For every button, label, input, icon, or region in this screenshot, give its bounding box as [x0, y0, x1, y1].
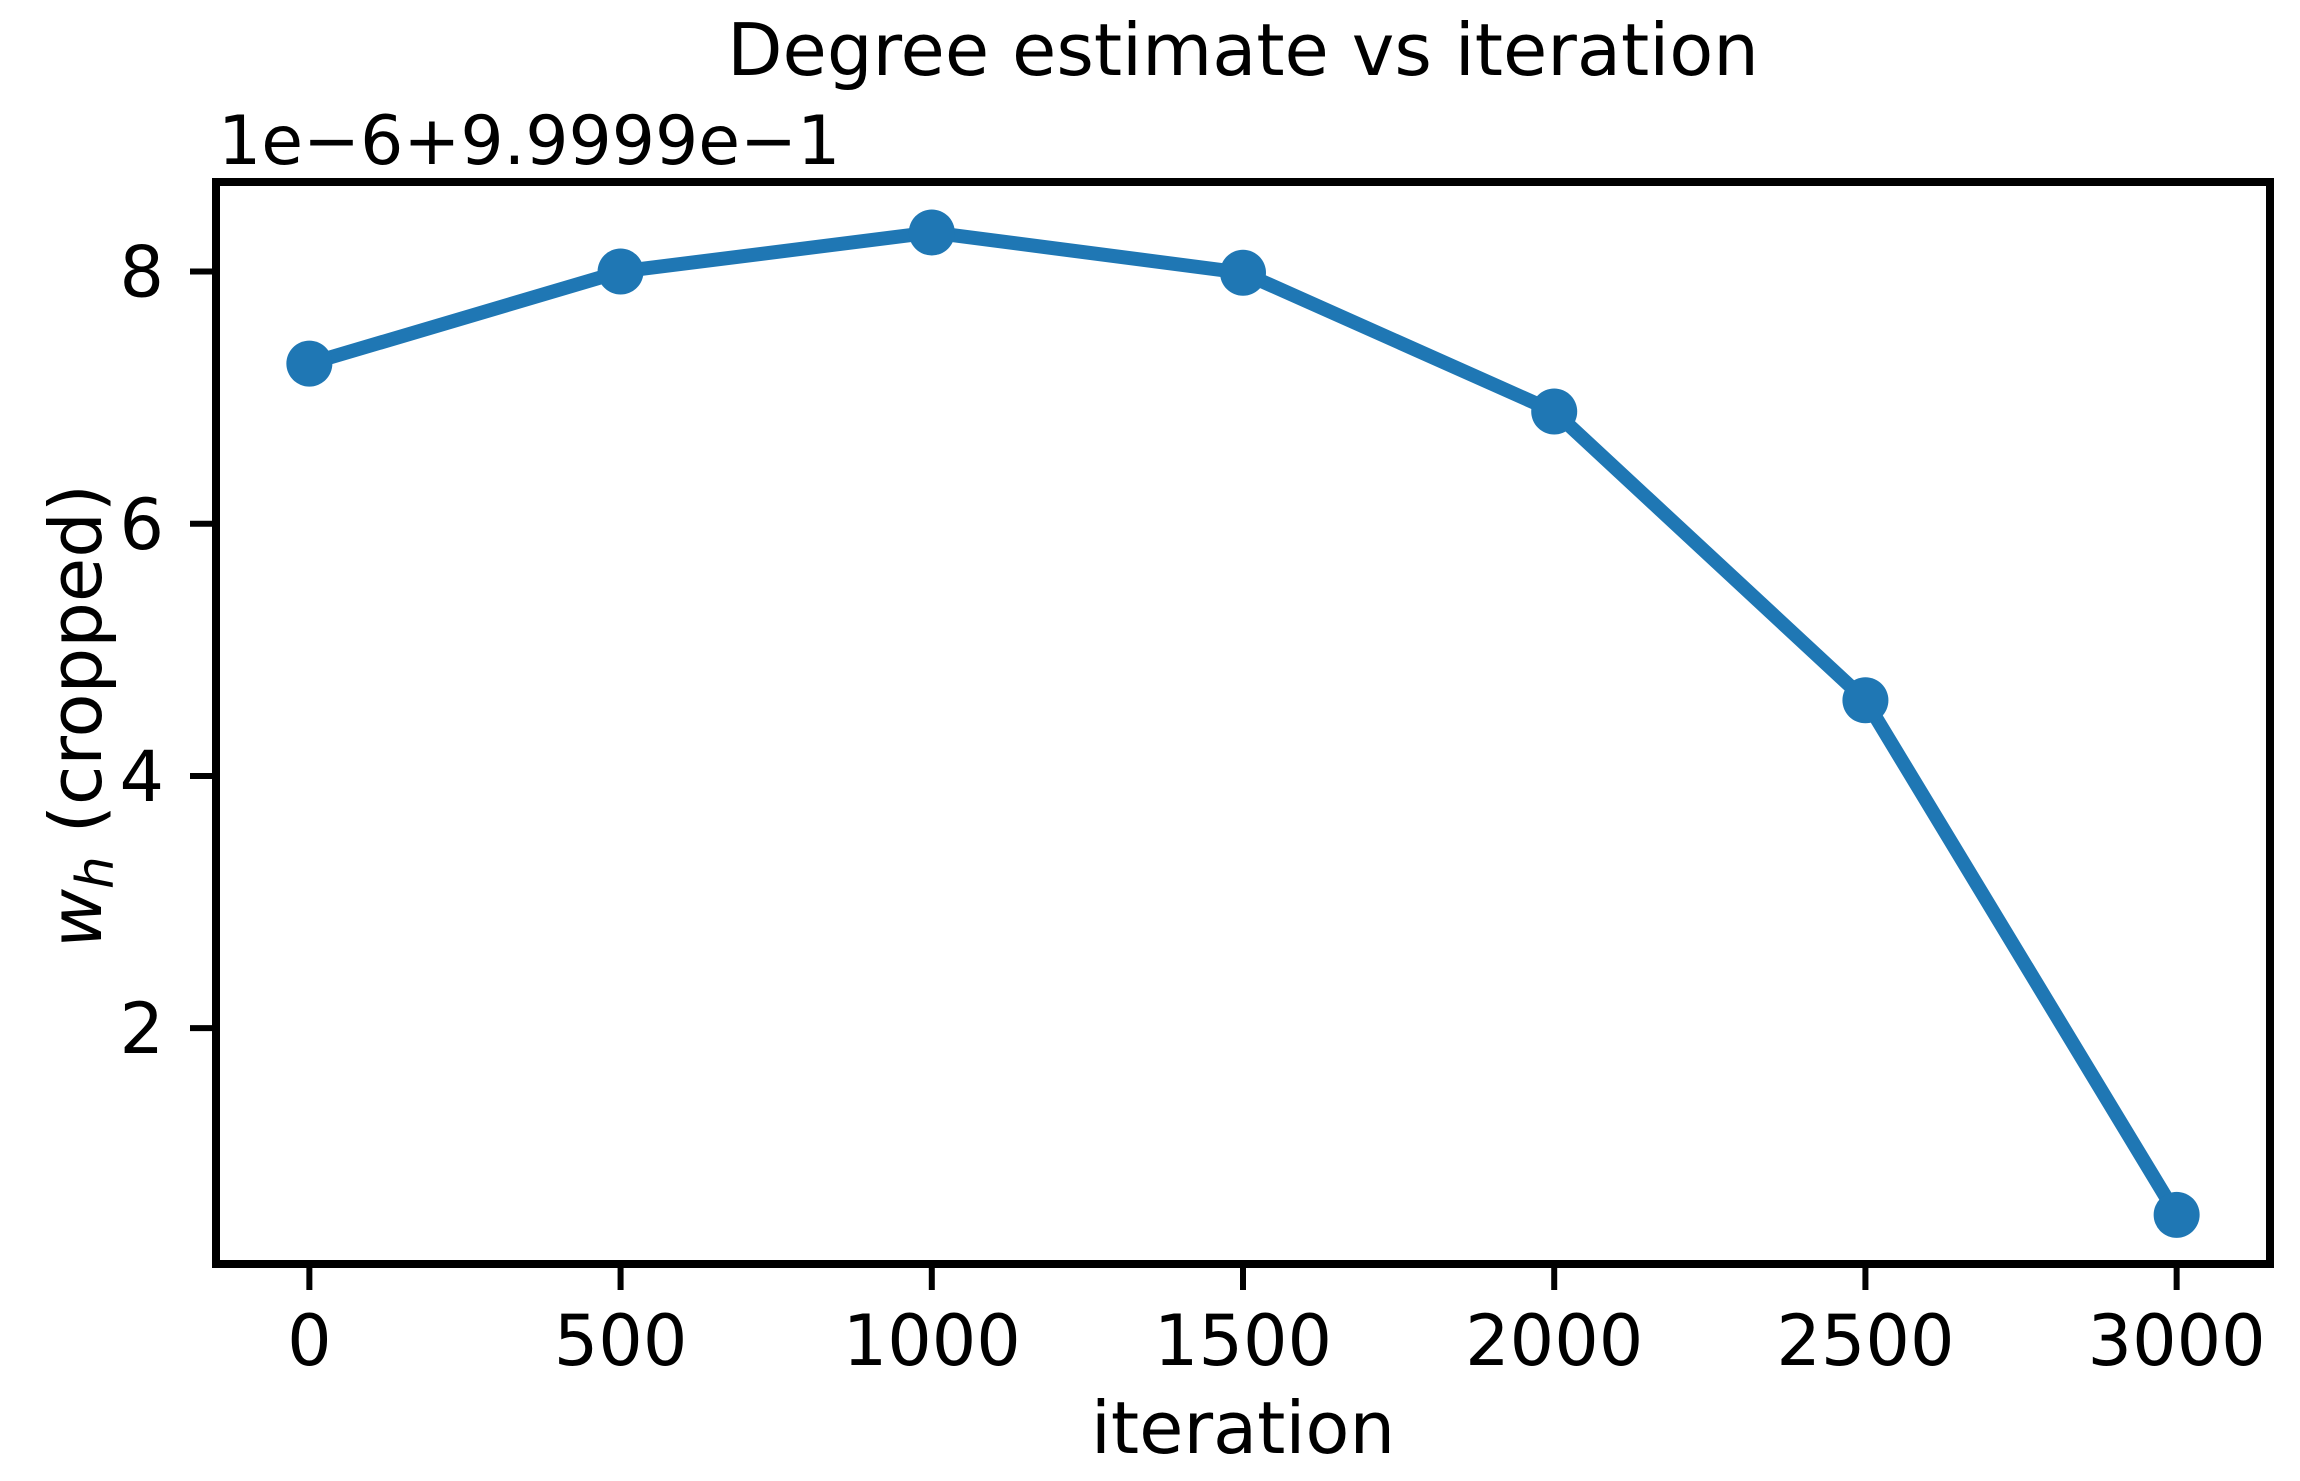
x-tick-label: 1000: [843, 1300, 1021, 1382]
y-tick-label: 2: [119, 988, 164, 1070]
x-tick-label: 1500: [1154, 1300, 1332, 1382]
plot-border: [212, 178, 2274, 1268]
data-point-marker: [597, 248, 644, 295]
x-tick-label: 2000: [1465, 1300, 1643, 1382]
x-tick-label: 2500: [1776, 1300, 1954, 1382]
ylabel-suffix: (cropped): [34, 484, 118, 857]
data-series: [286, 209, 2200, 1238]
data-point-marker: [1531, 388, 1578, 435]
x-axis-label: iteration: [1090, 1386, 1396, 1470]
series-line: [307, 225, 2183, 1219]
chart-title: Degree estimate vs iteration: [727, 8, 1759, 92]
data-point-marker: [908, 209, 955, 256]
data-point-marker: [286, 340, 333, 387]
y-tick-label: 4: [119, 736, 164, 818]
x-tick-label: 500: [554, 1300, 688, 1382]
data-point-marker: [1842, 677, 1889, 724]
data-point-marker: [2153, 1191, 2200, 1238]
x-tick-label: 3000: [2088, 1300, 2266, 1382]
ylabel-subscript: h: [66, 856, 126, 890]
data-point-marker: [1220, 249, 1266, 296]
ylabel-variable: w: [34, 889, 118, 948]
y-axis-offset-text: 1e−6+9.9999e−1: [218, 102, 841, 181]
y-tick-label: 8: [119, 232, 164, 314]
axes-layer: 0 500 1000 1500 2000 2500 3000 2 4 6 8: [119, 178, 2274, 1382]
y-tick-label: 6: [119, 484, 164, 566]
x-tick-label: 0: [287, 1300, 332, 1382]
y-axis-label: wh (cropped): [34, 484, 126, 948]
